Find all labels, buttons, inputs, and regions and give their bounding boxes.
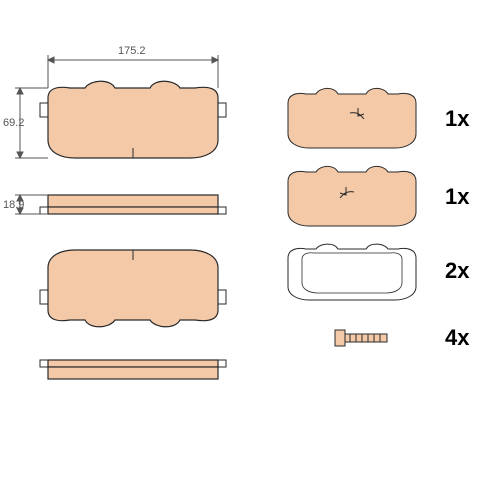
left-top-pad (40, 81, 226, 158)
right-pad-1 (288, 88, 416, 148)
left-side-view (40, 195, 226, 214)
dim-width-label: 175.2 (118, 45, 146, 57)
right-shim (288, 244, 416, 300)
dim-thickness-label: 18.9 (3, 199, 24, 211)
technical-drawing (0, 0, 500, 500)
diagram-container: 175.2 69.2 18.9 1x 1x 2x 4x (0, 0, 500, 500)
qty-row3: 2x (445, 258, 469, 284)
qty-row4: 4x (445, 325, 469, 351)
left-bottom-side (40, 360, 226, 379)
dim-height-label: 69.2 (3, 117, 24, 129)
qty-row1: 1x (445, 106, 469, 132)
dim-width (48, 55, 218, 88)
qty-row2: 1x (445, 184, 469, 210)
right-pad-2 (288, 166, 416, 226)
left-bottom-pad (40, 250, 226, 327)
right-bolt (335, 330, 387, 346)
